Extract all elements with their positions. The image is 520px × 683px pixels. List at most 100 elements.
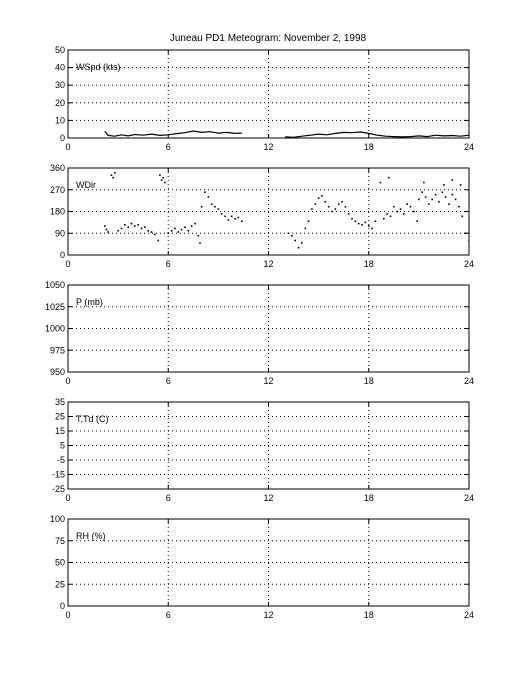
data-point bbox=[321, 195, 323, 197]
data-point bbox=[311, 208, 313, 210]
y-tick-label: 180 bbox=[50, 207, 65, 217]
data-point bbox=[354, 220, 357, 222]
data-point bbox=[230, 215, 233, 218]
data-point bbox=[371, 227, 373, 230]
x-tick-label: 0 bbox=[65, 259, 70, 269]
data-point bbox=[120, 227, 123, 230]
x-tick-label: 0 bbox=[65, 376, 70, 386]
y-tick-label: 0 bbox=[60, 250, 65, 260]
x-tick-label: 24 bbox=[464, 259, 474, 269]
panel-2: 0 90 180 270 360 0 6 12 18 24 WDir bbox=[50, 163, 474, 269]
data-point bbox=[117, 230, 119, 232]
data-point bbox=[105, 228, 108, 231]
data-point bbox=[409, 205, 412, 208]
data-point bbox=[204, 191, 206, 193]
data-point bbox=[140, 227, 143, 230]
y-tick-label: 100 bbox=[50, 514, 65, 524]
x-tick-label: 12 bbox=[263, 610, 273, 620]
y-tick-label: 25 bbox=[55, 412, 65, 422]
data-point bbox=[379, 181, 382, 184]
data-point bbox=[434, 193, 437, 196]
panel-label: WSpd (kts) bbox=[76, 62, 121, 72]
x-tick-label: 12 bbox=[263, 259, 273, 269]
y-tick-label: 1000 bbox=[45, 324, 65, 334]
y-tick-label: 1025 bbox=[45, 302, 65, 312]
data-point bbox=[187, 230, 190, 232]
data-point bbox=[367, 225, 370, 227]
x-tick-label: 24 bbox=[464, 142, 474, 152]
data-point bbox=[112, 176, 114, 179]
data-point bbox=[217, 208, 220, 210]
panel-label: WDir bbox=[76, 180, 96, 190]
y-tick-label: 15 bbox=[55, 426, 65, 436]
x-tick-label: 24 bbox=[464, 610, 474, 620]
data-point bbox=[164, 181, 166, 184]
x-tick-label: 12 bbox=[263, 376, 273, 386]
y-tick-label: 40 bbox=[55, 63, 65, 73]
series-line bbox=[285, 131, 469, 138]
data-point bbox=[234, 217, 236, 220]
data-point bbox=[214, 205, 216, 208]
x-tick-label: 12 bbox=[263, 142, 273, 152]
x-tick-label: 18 bbox=[364, 376, 374, 386]
data-point bbox=[351, 217, 353, 220]
y-tick-label: 30 bbox=[55, 80, 65, 90]
x-tick-label: 18 bbox=[364, 259, 374, 269]
y-tick-label: -15 bbox=[52, 470, 65, 480]
data-point bbox=[110, 174, 113, 176]
data-point bbox=[167, 232, 169, 234]
y-tick-label: 75 bbox=[55, 536, 65, 546]
data-point bbox=[304, 227, 307, 230]
data-point bbox=[374, 220, 377, 222]
data-point bbox=[124, 224, 126, 226]
x-tick-label: 12 bbox=[263, 493, 273, 503]
y-tick-label: 50 bbox=[55, 45, 65, 55]
data-point bbox=[347, 213, 350, 215]
data-point bbox=[197, 234, 200, 237]
x-tick-label: 18 bbox=[364, 493, 374, 503]
data-point bbox=[237, 216, 240, 219]
data-point bbox=[174, 227, 176, 230]
data-point bbox=[337, 203, 340, 205]
data-point bbox=[287, 232, 290, 234]
panel-4: -25 -15 -5 5 15 25 35 0 6 12 18 24 T,Td (C) bbox=[52, 397, 474, 503]
data-point bbox=[451, 193, 454, 196]
x-tick-label: 6 bbox=[166, 142, 171, 152]
data-point bbox=[458, 205, 460, 208]
data-point bbox=[241, 220, 243, 222]
data-point bbox=[154, 233, 156, 236]
panel-label: T,Td (C) bbox=[76, 414, 109, 424]
data-point bbox=[388, 176, 390, 179]
data-point bbox=[327, 205, 330, 208]
panel-label: RH (%) bbox=[76, 531, 106, 541]
data-point bbox=[389, 215, 392, 218]
y-tick-label: -25 bbox=[52, 484, 65, 494]
y-tick-label: 5 bbox=[60, 441, 65, 451]
data-point bbox=[459, 184, 462, 186]
data-point bbox=[431, 198, 433, 201]
data-point bbox=[210, 203, 213, 205]
data-point bbox=[424, 196, 427, 198]
data-point bbox=[393, 205, 395, 208]
figure-title: Juneau PD1 Meteogram: November 2, 1998 bbox=[170, 33, 367, 44]
data-point bbox=[127, 226, 129, 228]
data-layer bbox=[104, 130, 469, 138]
data-point bbox=[396, 210, 398, 213]
data-point bbox=[386, 213, 388, 215]
y-tick-label: 950 bbox=[50, 367, 65, 377]
panel-5: 0 25 50 75 100 0 6 12 18 24 RH (%) bbox=[50, 514, 474, 620]
y-tick-label: 1050 bbox=[45, 280, 65, 290]
panel-3: 950 975 1000 1025 1050 0 6 12 18 24 P (mb) bbox=[45, 280, 474, 386]
data-point bbox=[464, 232, 467, 234]
data-point bbox=[341, 201, 343, 203]
data-point bbox=[291, 234, 293, 237]
data-point bbox=[443, 184, 445, 186]
data-point bbox=[317, 197, 320, 199]
data-point bbox=[383, 217, 385, 220]
y-tick-label: 0 bbox=[60, 601, 65, 611]
data-point bbox=[104, 225, 106, 227]
data-point bbox=[461, 215, 464, 218]
data-point bbox=[438, 201, 440, 203]
data-point bbox=[200, 205, 203, 208]
data-point bbox=[199, 242, 201, 244]
